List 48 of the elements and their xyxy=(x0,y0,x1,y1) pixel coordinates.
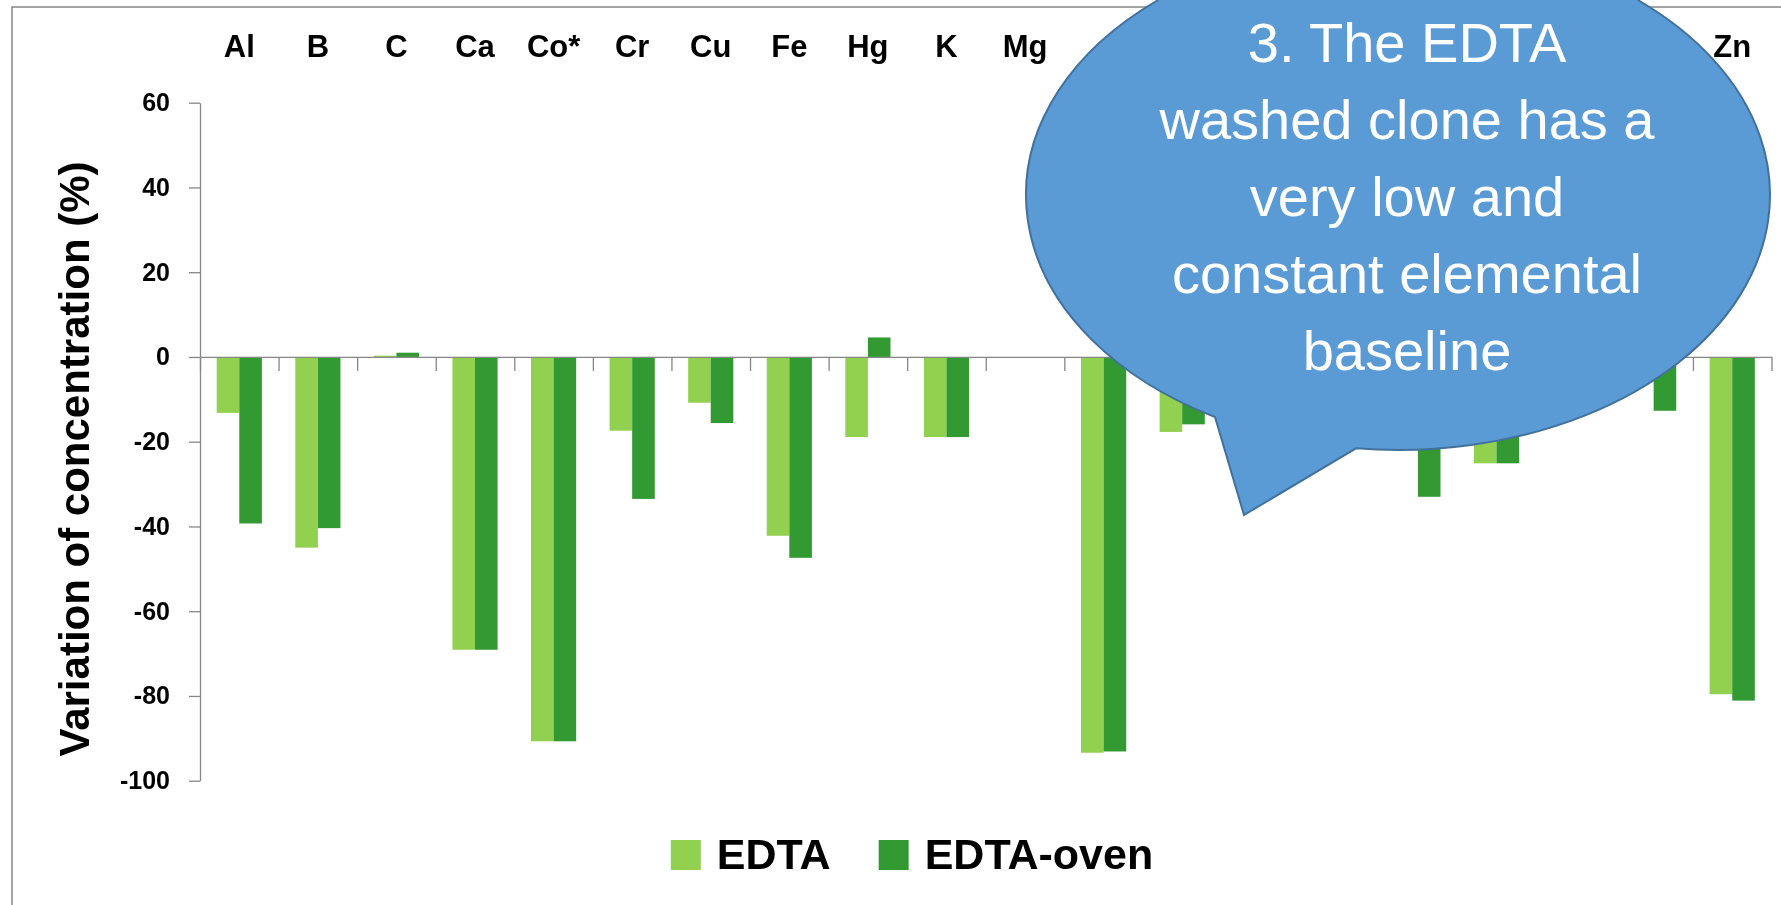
bar xyxy=(688,356,711,403)
bar xyxy=(710,356,734,424)
x-tick-label: Cr xyxy=(614,29,650,64)
y-tick-label: -100 xyxy=(119,766,170,795)
y-tick-label: -80 xyxy=(133,681,170,710)
y-tick-label: 0 xyxy=(156,342,170,371)
bar xyxy=(295,356,318,548)
x-tick-label: B xyxy=(306,29,330,64)
legend-label: EDTA-oven xyxy=(924,830,1154,878)
bar xyxy=(317,356,341,529)
bar xyxy=(396,352,420,357)
bar xyxy=(1709,356,1733,695)
bar xyxy=(452,356,476,650)
x-tick-label: Fe xyxy=(771,29,808,64)
bar xyxy=(531,356,554,742)
y-tick-label: -40 xyxy=(133,511,170,540)
x-tick-label: Zn xyxy=(1713,29,1752,64)
bar xyxy=(867,337,891,357)
y-tick-label: -60 xyxy=(133,596,170,625)
bar xyxy=(609,356,633,431)
x-tick-label: Mg xyxy=(1002,29,1048,64)
y-tick-label: 40 xyxy=(142,172,170,201)
bar xyxy=(632,356,655,499)
x-tick-label: Al xyxy=(223,29,255,64)
bar xyxy=(923,356,947,438)
bar xyxy=(216,356,240,413)
bar xyxy=(766,356,790,536)
bar xyxy=(789,356,812,558)
x-tick-label: Hg xyxy=(847,29,889,64)
legend-label: EDTA xyxy=(716,830,831,878)
y-tick-label: 60 xyxy=(142,88,170,117)
bar xyxy=(845,356,868,438)
annotation: 3. The EDTA washed clone has a very low and constant elemental baseline xyxy=(1158,11,1656,382)
x-tick-label: C xyxy=(385,29,408,64)
x-tick-label: K xyxy=(935,29,959,64)
x-tick-label: Ca xyxy=(455,29,496,64)
y-axis-title: Variation of concentration (%) xyxy=(51,161,99,757)
bar xyxy=(946,356,970,438)
x-tick-label: Co* xyxy=(526,29,582,64)
y-tick-label: 20 xyxy=(142,257,170,286)
bar xyxy=(1081,356,1104,753)
bar xyxy=(1732,356,1755,701)
bar xyxy=(239,356,262,524)
y-tick-label: -20 xyxy=(133,427,170,456)
bar xyxy=(475,356,498,650)
bar xyxy=(1103,356,1127,752)
x-tick-label: Cu xyxy=(690,29,732,64)
bar xyxy=(553,356,577,742)
